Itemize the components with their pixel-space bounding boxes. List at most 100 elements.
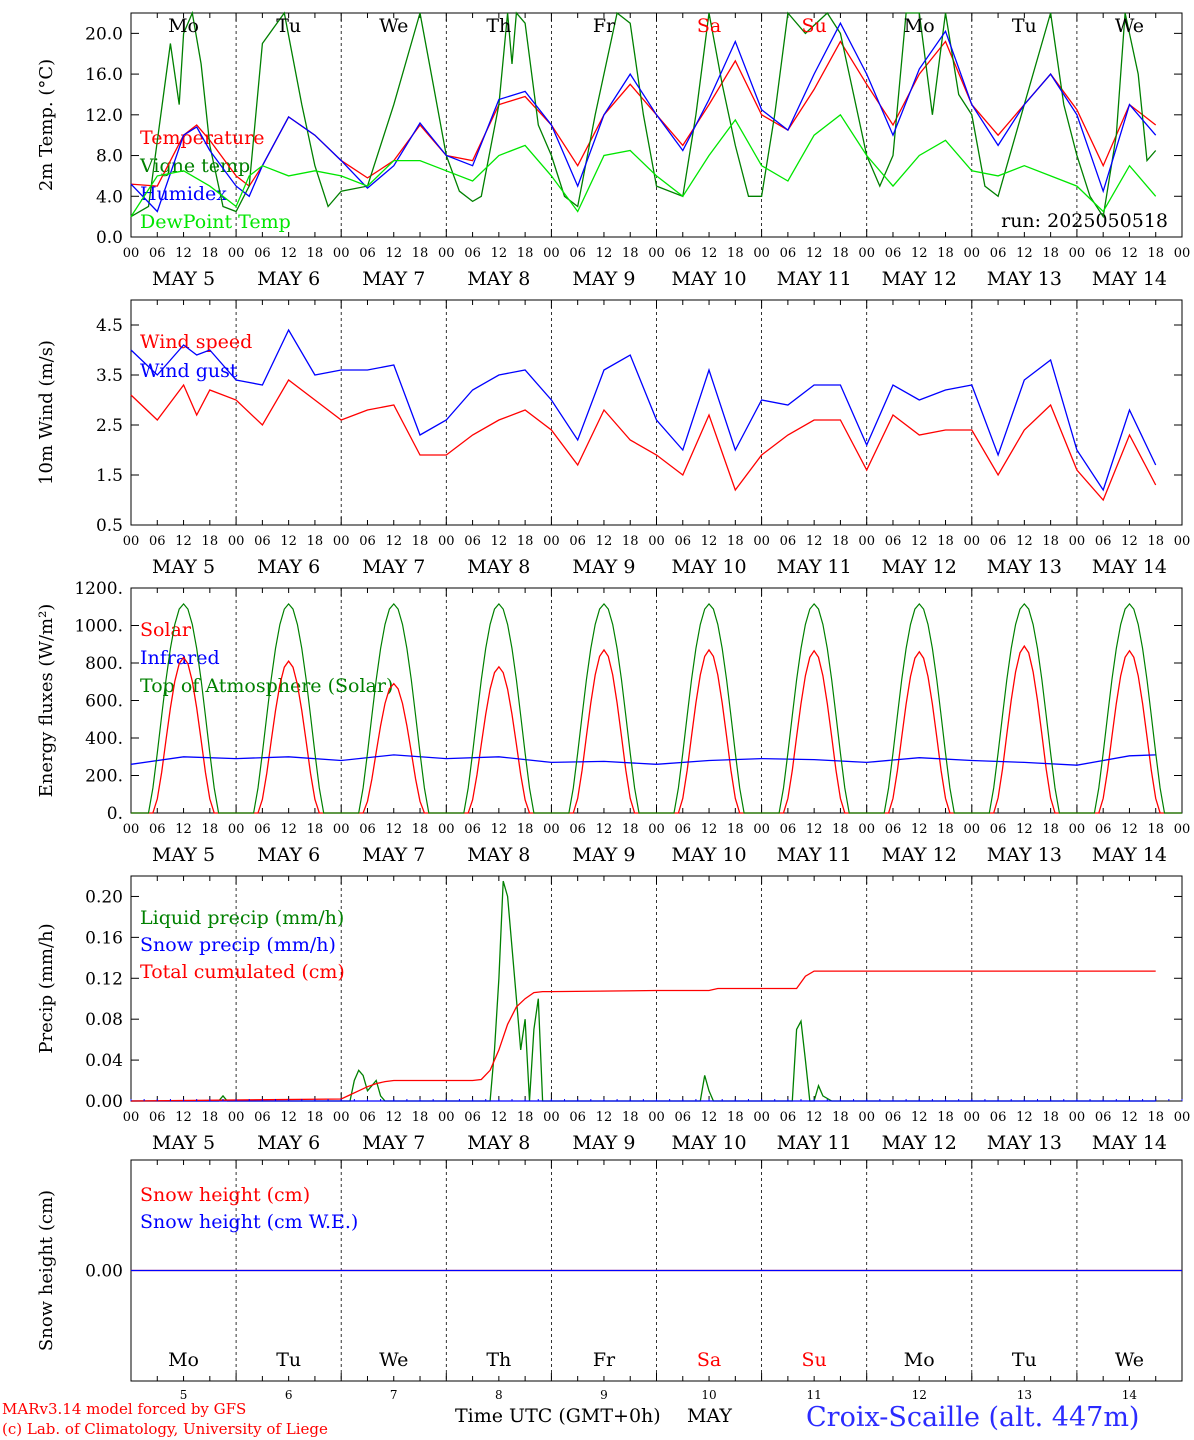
legend-entry: Snow height (cm W.E.) xyxy=(140,1211,358,1233)
hour-tick-label: 18 xyxy=(937,246,954,261)
hour-tick-label: 00 xyxy=(228,534,245,549)
date-label: MAY 12 xyxy=(882,1132,957,1154)
hour-tick-label: 12 xyxy=(491,1110,508,1125)
y-tick-label: 0.08 xyxy=(85,1010,123,1030)
hour-tick-label: 18 xyxy=(937,822,954,837)
hour-tick-label: 06 xyxy=(675,1110,692,1125)
hour-tick-label: 12 xyxy=(911,534,928,549)
hour-tick-label: 00 xyxy=(543,822,560,837)
hour-tick-label: 18 xyxy=(412,822,429,837)
series-humidex xyxy=(130,21,1157,213)
hour-tick-label: 00 xyxy=(438,822,455,837)
hour-tick-label: 00 xyxy=(1069,246,1086,261)
hour-tick-label: 06 xyxy=(675,246,692,261)
date-label: MAY 13 xyxy=(987,268,1062,290)
hour-tick-label: 18 xyxy=(412,534,429,549)
hour-tick-label: 06 xyxy=(149,534,166,549)
hour-tick-label: 12 xyxy=(175,822,192,837)
legend-entry: Vigne temp xyxy=(139,155,250,177)
y-axis-title: 2m Temp. (°C) xyxy=(36,59,57,191)
day-abbr-top: Th xyxy=(486,15,511,37)
y-tick-label: 0.20 xyxy=(85,887,123,907)
hour-tick-label: 00 xyxy=(858,534,875,549)
hour-tick-label: 12 xyxy=(280,534,297,549)
hour-tick-label: 18 xyxy=(832,1110,849,1125)
hour-tick-label: 06 xyxy=(254,1110,271,1125)
hour-tick-label: 12 xyxy=(1016,246,1033,261)
y-tick-label: 8.0 xyxy=(96,147,123,167)
hour-tick-label: 06 xyxy=(990,1110,1007,1125)
hour-tick-label: 00 xyxy=(543,246,560,261)
date-label: MAY 10 xyxy=(671,1132,746,1154)
date-label: MAY 11 xyxy=(777,1132,852,1154)
day-number: 7 xyxy=(390,1388,398,1402)
date-label: MAY 11 xyxy=(777,268,852,290)
day-abbr-top: Tu xyxy=(1012,15,1037,37)
hour-tick-label: 18 xyxy=(937,534,954,549)
day-abbr-top: We xyxy=(379,15,408,37)
hour-tick-label: 12 xyxy=(806,534,823,549)
hour-tick-label: 06 xyxy=(359,534,376,549)
date-label: MAY 14 xyxy=(1092,556,1167,578)
hour-tick-label: 12 xyxy=(911,822,928,837)
y-tick-label: 0.04 xyxy=(85,1051,123,1071)
y-tick-label: 0.0 xyxy=(96,228,123,248)
hour-tick-label: 12 xyxy=(491,534,508,549)
y-tick-label: 20.0 xyxy=(85,24,123,44)
day-abbr-top: We xyxy=(1115,15,1144,37)
hour-tick-label: 00 xyxy=(123,534,140,549)
hour-tick-label: 18 xyxy=(202,822,219,837)
day-abbr-bottom: Su xyxy=(802,1349,827,1371)
hour-tick-label: 00 xyxy=(1174,534,1191,549)
hour-tick-label: 00 xyxy=(964,822,981,837)
hour-tick-label: 00 xyxy=(964,1110,981,1125)
day-number: 6 xyxy=(285,1388,293,1402)
hour-tick-label: 18 xyxy=(1147,822,1164,837)
hour-tick-label: 18 xyxy=(517,1110,534,1125)
date-label: MAY 8 xyxy=(467,1132,530,1154)
y-axis-title: Snow height (cm) xyxy=(36,1190,57,1351)
date-label: MAY 9 xyxy=(572,268,635,290)
legend-entry: Wind speed xyxy=(140,331,252,353)
hour-tick-label: 18 xyxy=(727,1110,744,1125)
hour-tick-label: 06 xyxy=(254,822,271,837)
hour-tick-label: 18 xyxy=(307,822,324,837)
hour-tick-label: 18 xyxy=(1147,246,1164,261)
hour-tick-label: 18 xyxy=(517,822,534,837)
date-label: MAY 9 xyxy=(572,844,635,866)
hour-tick-label: 12 xyxy=(385,822,402,837)
y-tick-label: 12.0 xyxy=(85,106,123,126)
hour-tick-label: 06 xyxy=(569,1110,586,1125)
date-label: MAY 12 xyxy=(882,268,957,290)
y-tick-label: 1200. xyxy=(74,579,123,599)
hour-tick-label: 06 xyxy=(464,822,481,837)
hour-tick-label: 12 xyxy=(491,246,508,261)
date-label: MAY 6 xyxy=(257,1132,320,1154)
hour-tick-label: 12 xyxy=(1016,822,1033,837)
y-axis-title: Precip (mm/h) xyxy=(36,923,57,1053)
y-tick-label: 1.5 xyxy=(96,466,123,486)
y-tick-label: 0.00 xyxy=(85,1092,123,1112)
hour-tick-label: 12 xyxy=(911,1110,928,1125)
date-label: MAY 14 xyxy=(1092,268,1167,290)
hour-tick-label: 18 xyxy=(622,822,639,837)
hour-tick-label: 12 xyxy=(596,534,613,549)
y-tick-label: 0.5 xyxy=(96,516,123,536)
hour-tick-label: 12 xyxy=(806,1110,823,1125)
legend-entry: Top of Atmosphere (Solar) xyxy=(140,675,393,697)
hour-tick-label: 00 xyxy=(1174,246,1191,261)
hour-tick-label: 18 xyxy=(412,246,429,261)
y-tick-label: 0.16 xyxy=(85,928,123,948)
series-wind-gust xyxy=(130,328,1157,492)
run-annotation: run: 2025050518 xyxy=(1001,210,1168,232)
y-tick-label: 200. xyxy=(85,767,123,787)
hour-tick-label: 12 xyxy=(701,246,718,261)
hour-tick-label: 00 xyxy=(333,1110,350,1125)
day-number: 12 xyxy=(912,1388,927,1402)
hour-tick-label: 12 xyxy=(1016,1110,1033,1125)
hour-tick-label: 12 xyxy=(280,1110,297,1125)
hour-tick-label: 00 xyxy=(438,534,455,549)
hour-tick-label: 06 xyxy=(359,822,376,837)
day-abbr-top: Mo xyxy=(168,15,199,37)
hour-tick-label: 12 xyxy=(385,1110,402,1125)
